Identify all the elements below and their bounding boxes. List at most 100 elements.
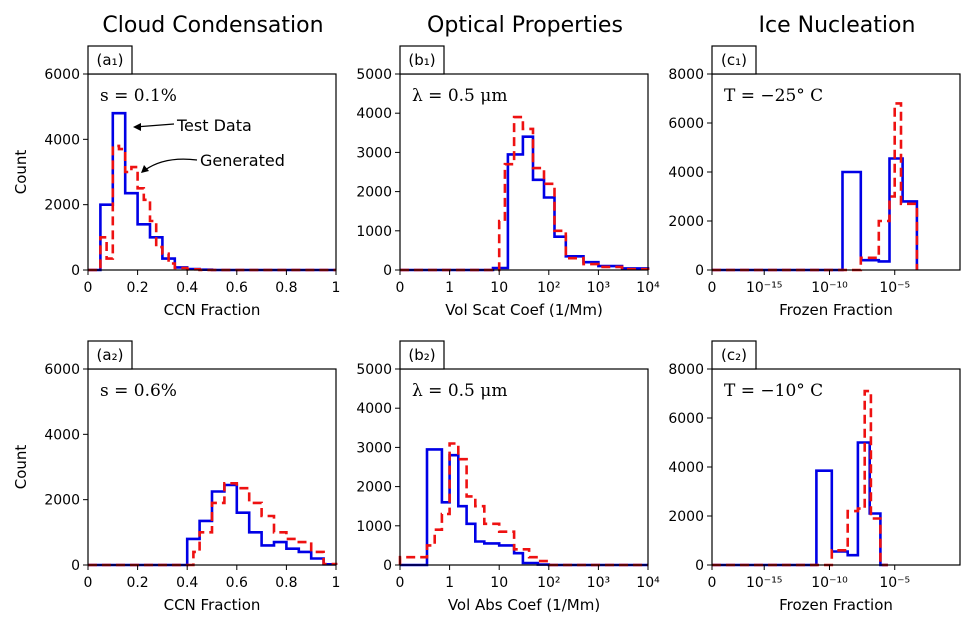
c2-ytick-label: 0 bbox=[695, 558, 704, 574]
c1-xtick-label: 10⁻⁵ bbox=[879, 280, 910, 296]
b1-ytick-label: 5000 bbox=[356, 67, 392, 83]
a1-ylabel: Count bbox=[12, 150, 30, 195]
a1-ytick-label: 0 bbox=[71, 263, 80, 279]
a2-series-test-data bbox=[88, 483, 338, 567]
a2-xtick-label: 0 bbox=[84, 575, 93, 591]
b1-xtick-label: 10⁴ bbox=[636, 280, 660, 296]
panel-a2: 0 0.2 0.4 0.6 0.8 1 0 2000 4000 6000 CCN Fraction C… bbox=[12, 340, 341, 614]
c2-parameter-text: T = −10° C bbox=[724, 381, 823, 401]
a2-xtick-label: 0.2 bbox=[126, 575, 148, 591]
b2-xtick-label: 10² bbox=[537, 575, 560, 591]
b1-series-test-data bbox=[400, 135, 650, 272]
b1-panel-tag-box bbox=[399, 45, 445, 75]
test-data-arrow-head bbox=[133, 123, 141, 131]
c2-xtick-label: 10⁻¹⁵ bbox=[746, 575, 782, 591]
b1-xtick-label: 10³ bbox=[587, 280, 610, 296]
b2-xtick-label: 10 bbox=[490, 575, 508, 591]
b1-ytick-label: 3000 bbox=[356, 145, 392, 161]
a2-xtick-label: 0.6 bbox=[226, 575, 248, 591]
c1-panel-tag: (c₁) bbox=[721, 51, 747, 69]
c2-xlabel: Frozen Fraction bbox=[779, 596, 893, 614]
b1-ytick-label: 0 bbox=[383, 263, 392, 279]
b2-ytick-label: 3000 bbox=[356, 440, 392, 456]
c1-ytick-label: 2000 bbox=[668, 214, 704, 230]
b2-xlabel: Vol Abs Coef (1/Mm) bbox=[448, 596, 600, 614]
b1-xtick-label: 1 bbox=[445, 280, 454, 296]
c1-xtick-label: 10⁻¹⁰ bbox=[811, 280, 848, 296]
test-data-arrow bbox=[134, 123, 175, 128]
b1-ytick-label: 1000 bbox=[356, 224, 392, 240]
b2-ytick-label: 5000 bbox=[356, 362, 392, 378]
c2-panel-tag: (c₂) bbox=[721, 346, 747, 364]
b2-xtick-label: 1 bbox=[445, 575, 454, 591]
panel-b2: 0 1 10 10² 10³ 10⁴ 0 1000 2000 3000 4000 5000 Vol Ab… bbox=[356, 340, 660, 614]
a2-plot-frame bbox=[87, 368, 337, 566]
c1-series-generated bbox=[712, 102, 919, 272]
c1-ytick-label: 6000 bbox=[668, 116, 704, 132]
a1-xtick-label: 1 bbox=[332, 280, 341, 296]
b1-xtick-label: 10 bbox=[490, 280, 508, 296]
b2-ytick-label: 0 bbox=[383, 558, 392, 574]
column-title-ice: Ice Nucleation bbox=[759, 13, 916, 38]
c1-ytick-label: 4000 bbox=[668, 165, 704, 181]
a2-panel-tag-box bbox=[87, 340, 133, 370]
a1-ytick-label: 2000 bbox=[44, 198, 80, 214]
a1-xtick-label: 0.4 bbox=[176, 280, 198, 296]
b1-ytick-label: 4000 bbox=[356, 106, 392, 122]
a2-xtick-label: 1 bbox=[332, 575, 341, 591]
b2-xtick-label: 10³ bbox=[587, 575, 610, 591]
b2-xtick-label: 10⁴ bbox=[636, 575, 660, 591]
panel-b1: 0 1 10 10² 10³ 10⁴ 0 1000 2000 3000 4000 5000 Vol Sc… bbox=[356, 45, 660, 319]
b1-plot-frame bbox=[399, 73, 649, 271]
annotation-layer: Test Data Generated bbox=[133, 116, 285, 173]
panel-a1: 0 0.2 0.4 0.6 0.8 1 0 2000 4000 6000 CCN Fraction C… bbox=[12, 45, 341, 319]
b1-parameter-text: λ = 0.5 μm bbox=[412, 86, 507, 106]
c2-series-test-data bbox=[712, 441, 888, 567]
c2-ytick-label: 4000 bbox=[668, 460, 704, 476]
b1-xlabel: Vol Scat Coef (1/Mm) bbox=[445, 301, 603, 319]
a2-series-generated bbox=[88, 482, 338, 567]
panel-c2: 0 10⁻¹⁵ 10⁻¹⁰ 10⁻⁵ 0 2000 4000 6000 8000 Frozen F… bbox=[668, 340, 961, 614]
c1-ytick-label: 8000 bbox=[668, 67, 704, 83]
c2-ytick-label: 8000 bbox=[668, 362, 704, 378]
c2-panel-tag-box bbox=[711, 340, 757, 370]
a2-ytick-label: 2000 bbox=[44, 493, 80, 509]
a1-xtick-label: 0.8 bbox=[275, 280, 297, 296]
c1-xtick-label: 10⁻¹⁵ bbox=[746, 280, 782, 296]
c1-panel-tag-box bbox=[711, 45, 757, 75]
b2-ytick-label: 1000 bbox=[356, 519, 392, 535]
column-title-optical: Optical Properties bbox=[427, 13, 623, 38]
a1-series-test-data bbox=[88, 111, 336, 272]
a2-xtick-label: 0.4 bbox=[176, 575, 198, 591]
b2-series-generated bbox=[398, 442, 648, 567]
a1-ytick-label: 6000 bbox=[44, 67, 80, 83]
b1-xtick-label: 10² bbox=[537, 280, 560, 296]
a1-panel-tag: (a₁) bbox=[97, 51, 124, 69]
generated-arrow-head bbox=[141, 165, 149, 173]
test-data-label: Test Data bbox=[176, 116, 252, 135]
c1-series-test-data bbox=[712, 157, 919, 272]
b2-ytick-label: 4000 bbox=[356, 401, 392, 417]
a1-ytick-label: 4000 bbox=[44, 132, 80, 148]
c1-xtick-label: 0 bbox=[708, 280, 717, 296]
b2-panel-tag-box bbox=[399, 340, 445, 370]
a1-xtick-label: 0.6 bbox=[226, 280, 248, 296]
a1-series-generated bbox=[88, 144, 336, 272]
a1-xtick-label: 0.2 bbox=[126, 280, 148, 296]
generated-label: Generated bbox=[200, 151, 285, 170]
b1-xtick-label: 0 bbox=[396, 280, 405, 296]
b2-ytick-label: 2000 bbox=[356, 480, 392, 496]
c2-series-generated bbox=[712, 389, 888, 567]
panel-c1: 0 10⁻¹⁵ 10⁻¹⁰ 10⁻⁵ 0 2000 4000 6000 8000 Frozen F… bbox=[668, 45, 961, 319]
c1-parameter-text: T = −25° C bbox=[724, 86, 823, 106]
a1-xtick-label: 0 bbox=[84, 280, 93, 296]
a1-plot-frame bbox=[87, 73, 337, 271]
a2-ytick-label: 0 bbox=[71, 558, 80, 574]
a1-xlabel: CCN Fraction bbox=[164, 301, 261, 319]
column-title-cloud: Cloud Condensation bbox=[102, 13, 323, 38]
a2-panel-tag: (a₂) bbox=[97, 346, 124, 364]
a2-ytick-label: 6000 bbox=[44, 362, 80, 378]
c2-xtick-label: 0 bbox=[708, 575, 717, 591]
a1-parameter-text: s = 0.1% bbox=[100, 86, 177, 106]
